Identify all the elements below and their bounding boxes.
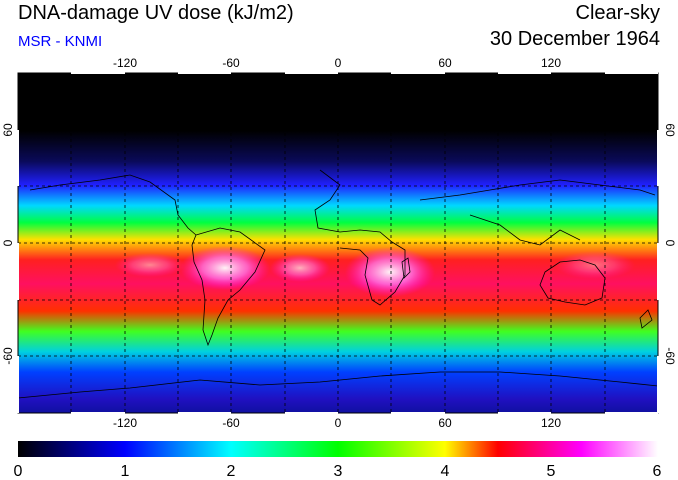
colorbar-label: 1 xyxy=(121,463,130,480)
colorbar-label: 6 xyxy=(653,463,662,480)
lon-label: -120 xyxy=(113,56,137,70)
coast-north-america xyxy=(29,174,197,236)
colorbar-label: 5 xyxy=(547,463,556,480)
lon-label: 60 xyxy=(438,56,452,70)
date-label: 30 December 1964 xyxy=(489,28,660,50)
map-title: DNA-damage UV dose (kJ/m2) xyxy=(18,2,294,24)
lat-label: 60 xyxy=(663,123,677,137)
lon-label: 0 xyxy=(335,416,342,430)
lon-labels-top: -120 -60 0 60 120 xyxy=(113,56,561,70)
coast-new-zealand xyxy=(639,309,653,329)
lon-label: -120 xyxy=(113,416,137,430)
lat-label: -60 xyxy=(663,347,677,365)
lon-labels-bottom: -120 -60 0 60 120 xyxy=(113,416,561,430)
source-label: MSR - KNMI xyxy=(18,33,103,50)
lat-labels-left: 60 0 -60 xyxy=(1,123,15,365)
lat-label: 0 xyxy=(1,239,15,246)
lon-label: 0 xyxy=(335,56,342,70)
coast-antarctica xyxy=(17,371,659,399)
colorbar: 0 1 2 3 4 5 6 xyxy=(14,441,662,480)
colorbar-label: 2 xyxy=(227,463,236,480)
coast-asia xyxy=(419,179,656,246)
sky-condition-label: Clear-sky xyxy=(575,2,660,24)
graticule xyxy=(18,73,658,413)
lat-label: 60 xyxy=(1,123,15,137)
colorbar-gradient xyxy=(18,441,658,457)
lon-label: 120 xyxy=(541,416,561,430)
lon-label: -60 xyxy=(222,56,240,70)
lon-label: 60 xyxy=(438,416,452,430)
coast-south-america xyxy=(191,227,266,347)
colorbar-label: 4 xyxy=(441,463,450,480)
map-frame xyxy=(15,70,661,416)
colorbar-label: 0 xyxy=(14,463,23,480)
coastlines xyxy=(17,169,659,399)
lon-label: 120 xyxy=(541,56,561,70)
lon-label: -60 xyxy=(222,416,240,430)
lat-label: -60 xyxy=(1,347,15,365)
lat-labels-right: 60 0 -60 xyxy=(663,123,677,365)
lat-label: 0 xyxy=(663,240,677,247)
coast-europe-africa xyxy=(314,169,406,306)
coast-madagascar xyxy=(401,257,411,279)
coast-australia xyxy=(539,259,606,306)
colorbar-label: 3 xyxy=(334,463,343,480)
